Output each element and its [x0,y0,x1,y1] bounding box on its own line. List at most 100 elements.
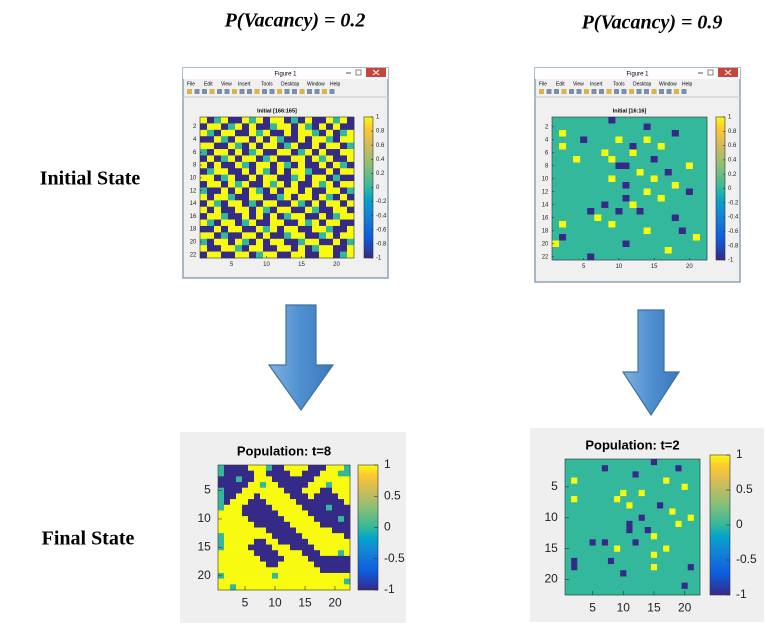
cell [651,533,657,539]
cell [694,484,700,490]
cell [686,215,693,222]
cell [207,200,214,207]
cell [314,482,320,488]
cell [333,175,340,182]
cell [263,143,270,150]
cell [305,245,312,252]
cell [694,558,700,564]
cell [242,482,248,488]
cell [602,552,608,558]
menu-item: Window [307,81,325,87]
cell [587,195,594,202]
cell [620,502,626,508]
cell [236,488,242,494]
cell [344,476,350,482]
cell [622,221,629,228]
cell [658,182,665,189]
y-tick-label: 20 [544,572,558,586]
cell [626,521,632,527]
cell [571,465,577,471]
cell [218,505,224,511]
cell [290,579,296,585]
cell [590,570,596,576]
cell [620,583,626,589]
cell [693,137,700,144]
cell [263,168,270,175]
cell [230,556,236,562]
cell [639,583,645,589]
cell [242,579,248,585]
cell [230,505,236,511]
cell [278,465,284,471]
cell [320,465,326,471]
cell [263,213,270,220]
cell [651,496,657,502]
colorbar-tick-label: -0.2 [376,199,387,205]
cell [320,528,326,534]
cell [326,239,333,246]
cell [277,207,284,214]
cell [622,143,629,150]
cell [284,143,291,150]
cell [693,169,700,176]
cell [218,584,224,590]
cell [587,189,594,196]
cell [686,228,693,235]
cell [248,539,254,545]
cell [622,208,629,215]
cell [230,528,236,534]
cell [693,143,700,150]
cell [672,182,679,189]
cell [577,502,583,508]
cell [326,200,333,207]
cell [298,117,305,124]
cell [256,239,263,246]
cell [332,556,338,562]
cell [242,123,249,130]
cell [224,465,230,471]
cell [221,155,228,162]
cell [596,527,602,533]
cell [672,202,679,209]
cell [663,583,669,589]
cell [608,156,615,163]
cell [326,579,332,585]
cell [682,558,688,564]
cell [639,521,645,527]
cell [608,459,614,465]
cell [682,576,688,582]
cell [590,583,596,589]
x-tick-label: 10 [263,262,270,268]
cell [694,465,700,471]
cell [626,490,632,496]
cell [669,478,675,484]
cell [270,181,277,188]
cell [657,459,663,465]
cell [559,215,566,222]
cell [347,239,354,246]
cell [630,124,637,131]
cell [347,175,354,182]
cell [236,528,242,534]
cell [272,516,278,522]
toolbar-icon [225,89,230,94]
cell [260,528,266,534]
cell [596,539,602,545]
cell [326,123,333,130]
cell [658,130,665,137]
cell [312,117,319,124]
cell [614,465,620,471]
cell [298,162,305,169]
window-title: Figure 1 [626,72,649,78]
cell [601,169,608,176]
cell [682,533,688,539]
cell [242,149,249,156]
cell [207,168,214,175]
cell [319,194,326,201]
cell [620,570,626,576]
cell [319,188,326,195]
cell [207,226,214,233]
cell [230,516,236,522]
cell [693,202,700,209]
cell [260,567,266,573]
